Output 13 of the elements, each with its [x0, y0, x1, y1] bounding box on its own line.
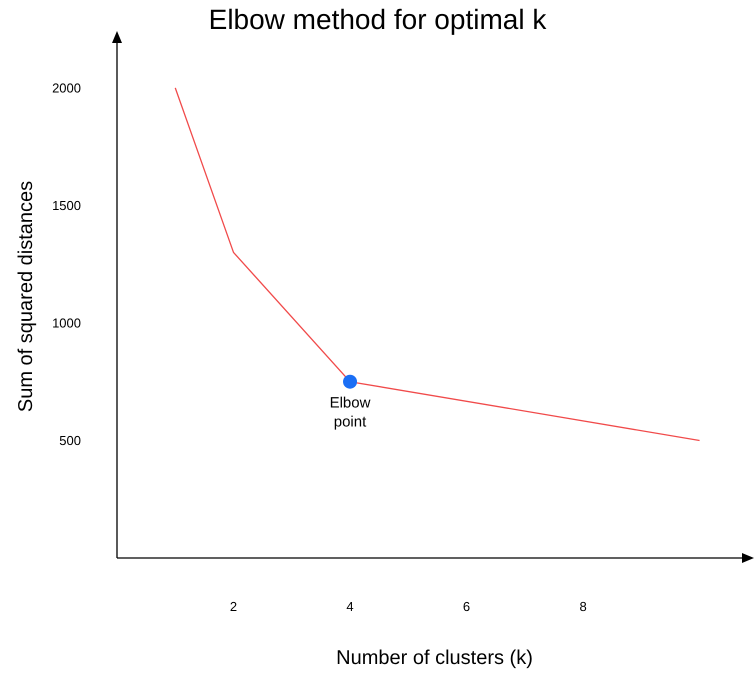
x-tick-label: 2	[230, 599, 238, 614]
x-tick-label: 8	[579, 599, 587, 614]
x-tick-label: 6	[462, 599, 470, 614]
y-tick-label: 500	[59, 433, 81, 448]
x-tick-label: 4	[346, 599, 354, 614]
annotation: Elbow point	[330, 394, 371, 431]
y-tick-label: 1000	[52, 316, 81, 331]
y-tick-label: 2000	[52, 80, 81, 96]
y-tick-label: 1500	[52, 198, 81, 214]
line-series	[174, 87, 700, 442]
chart-title: Elbow method for optimal k	[208, 4, 548, 36]
x-axis-title: Number of clusters (k)	[336, 647, 533, 669]
y-axis-title: Sum of squared distances	[15, 180, 38, 412]
